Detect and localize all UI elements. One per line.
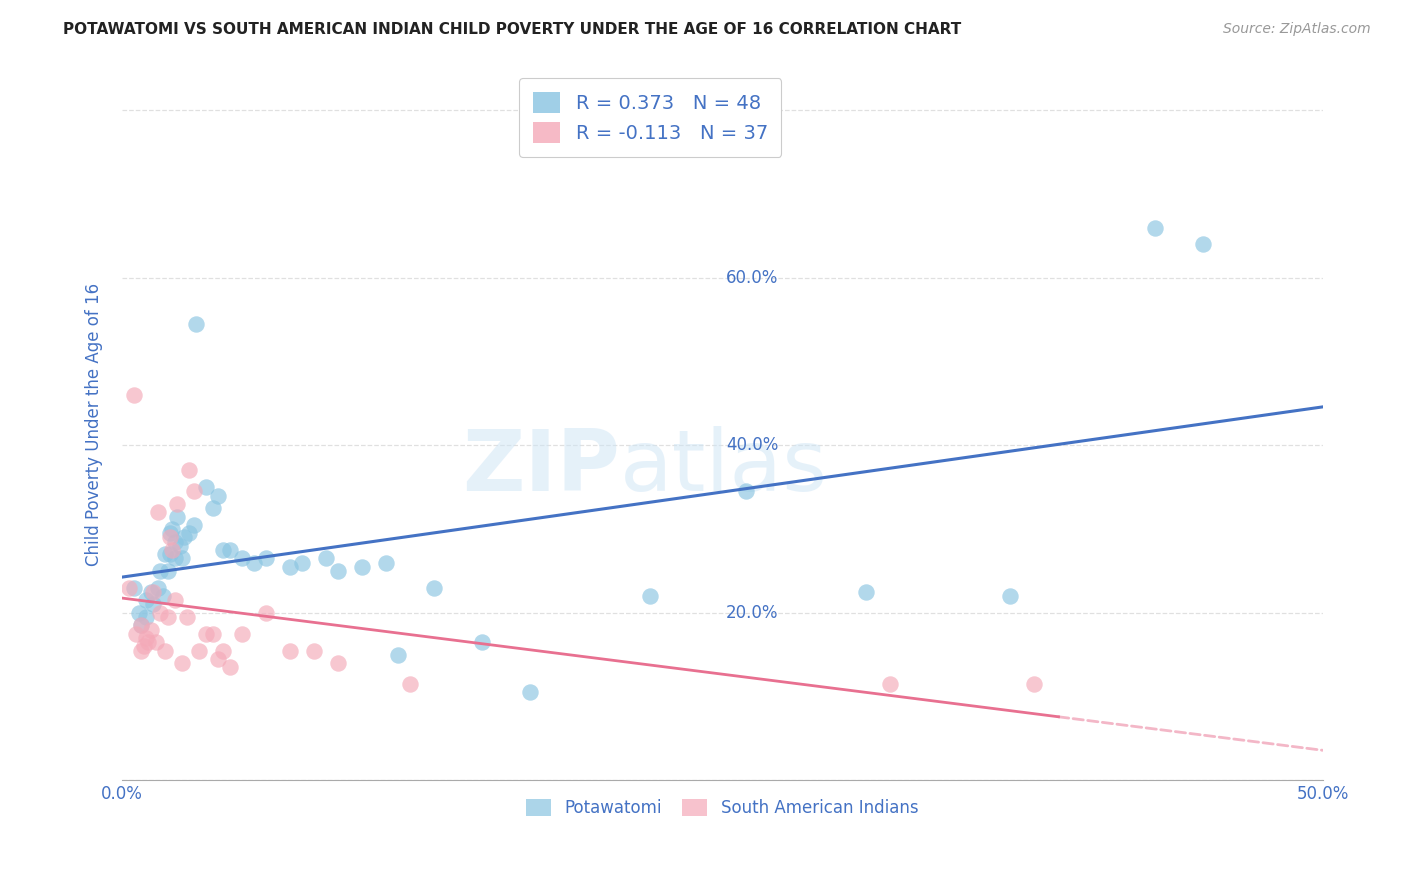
Point — [187, 643, 209, 657]
Text: 20.0%: 20.0% — [725, 604, 779, 622]
Point — [146, 505, 169, 519]
Point — [519, 685, 541, 699]
Point — [219, 543, 242, 558]
Point — [212, 543, 235, 558]
Point — [375, 556, 398, 570]
Point — [149, 564, 172, 578]
Point — [163, 534, 186, 549]
Point — [207, 489, 229, 503]
Point — [1143, 220, 1166, 235]
Point — [163, 551, 186, 566]
Point — [155, 547, 177, 561]
Point — [162, 522, 184, 536]
Point — [172, 551, 194, 566]
Point — [399, 677, 422, 691]
Point — [159, 547, 181, 561]
Point — [129, 618, 152, 632]
Point — [1191, 237, 1213, 252]
Point — [142, 598, 165, 612]
Point — [129, 643, 152, 657]
Point — [186, 317, 208, 331]
Point — [138, 635, 160, 649]
Point — [315, 551, 337, 566]
Point — [879, 677, 901, 691]
Point — [735, 484, 758, 499]
Text: Source: ZipAtlas.com: Source: ZipAtlas.com — [1223, 22, 1371, 37]
Point — [166, 509, 188, 524]
Point — [423, 581, 446, 595]
Point — [278, 643, 301, 657]
Text: 40.0%: 40.0% — [725, 436, 779, 454]
Point — [142, 585, 165, 599]
Point — [352, 559, 374, 574]
Point — [855, 585, 877, 599]
Point — [155, 643, 177, 657]
Point — [231, 551, 253, 566]
Point — [302, 643, 325, 657]
Point — [291, 556, 314, 570]
Point — [328, 656, 350, 670]
Point — [118, 581, 141, 595]
Legend: Potawatomi, South American Indians: Potawatomi, South American Indians — [519, 790, 927, 825]
Point — [132, 640, 155, 654]
Point — [183, 517, 205, 532]
Point — [162, 543, 184, 558]
Point — [135, 631, 157, 645]
Point — [254, 551, 277, 566]
Point — [172, 656, 194, 670]
Point — [1000, 589, 1022, 603]
Point — [278, 559, 301, 574]
Point — [159, 526, 181, 541]
Text: ZIP: ZIP — [463, 425, 620, 508]
Text: atlas: atlas — [620, 425, 828, 508]
Point — [195, 480, 218, 494]
Point — [139, 585, 162, 599]
Text: 80.0%: 80.0% — [725, 102, 779, 120]
Point — [163, 593, 186, 607]
Point — [129, 618, 152, 632]
Point — [173, 531, 195, 545]
Point — [139, 623, 162, 637]
Point — [179, 526, 201, 541]
Point — [156, 564, 179, 578]
Point — [387, 648, 409, 662]
Point — [1024, 677, 1046, 691]
Point — [159, 531, 181, 545]
Y-axis label: Child Poverty Under the Age of 16: Child Poverty Under the Age of 16 — [86, 283, 103, 566]
Text: 60.0%: 60.0% — [725, 268, 779, 287]
Point — [125, 626, 148, 640]
Point — [328, 564, 350, 578]
Point — [179, 463, 201, 477]
Point — [146, 581, 169, 595]
Point — [166, 497, 188, 511]
Point — [640, 589, 662, 603]
Point — [176, 610, 198, 624]
Point — [471, 635, 494, 649]
Text: POTAWATOMI VS SOUTH AMERICAN INDIAN CHILD POVERTY UNDER THE AGE OF 16 CORRELATIO: POTAWATOMI VS SOUTH AMERICAN INDIAN CHIL… — [63, 22, 962, 37]
Point — [128, 606, 150, 620]
Point — [254, 606, 277, 620]
Point — [202, 501, 225, 516]
Point — [156, 610, 179, 624]
Point — [243, 556, 266, 570]
Point — [183, 484, 205, 499]
Point — [169, 539, 191, 553]
Point — [122, 388, 145, 402]
Point — [231, 626, 253, 640]
Point — [207, 652, 229, 666]
Point — [212, 643, 235, 657]
Point — [152, 589, 174, 603]
Point — [122, 581, 145, 595]
Point — [195, 626, 218, 640]
Point — [135, 610, 157, 624]
Point — [149, 606, 172, 620]
Point — [135, 593, 157, 607]
Point — [145, 635, 167, 649]
Point — [219, 660, 242, 674]
Point — [202, 626, 225, 640]
